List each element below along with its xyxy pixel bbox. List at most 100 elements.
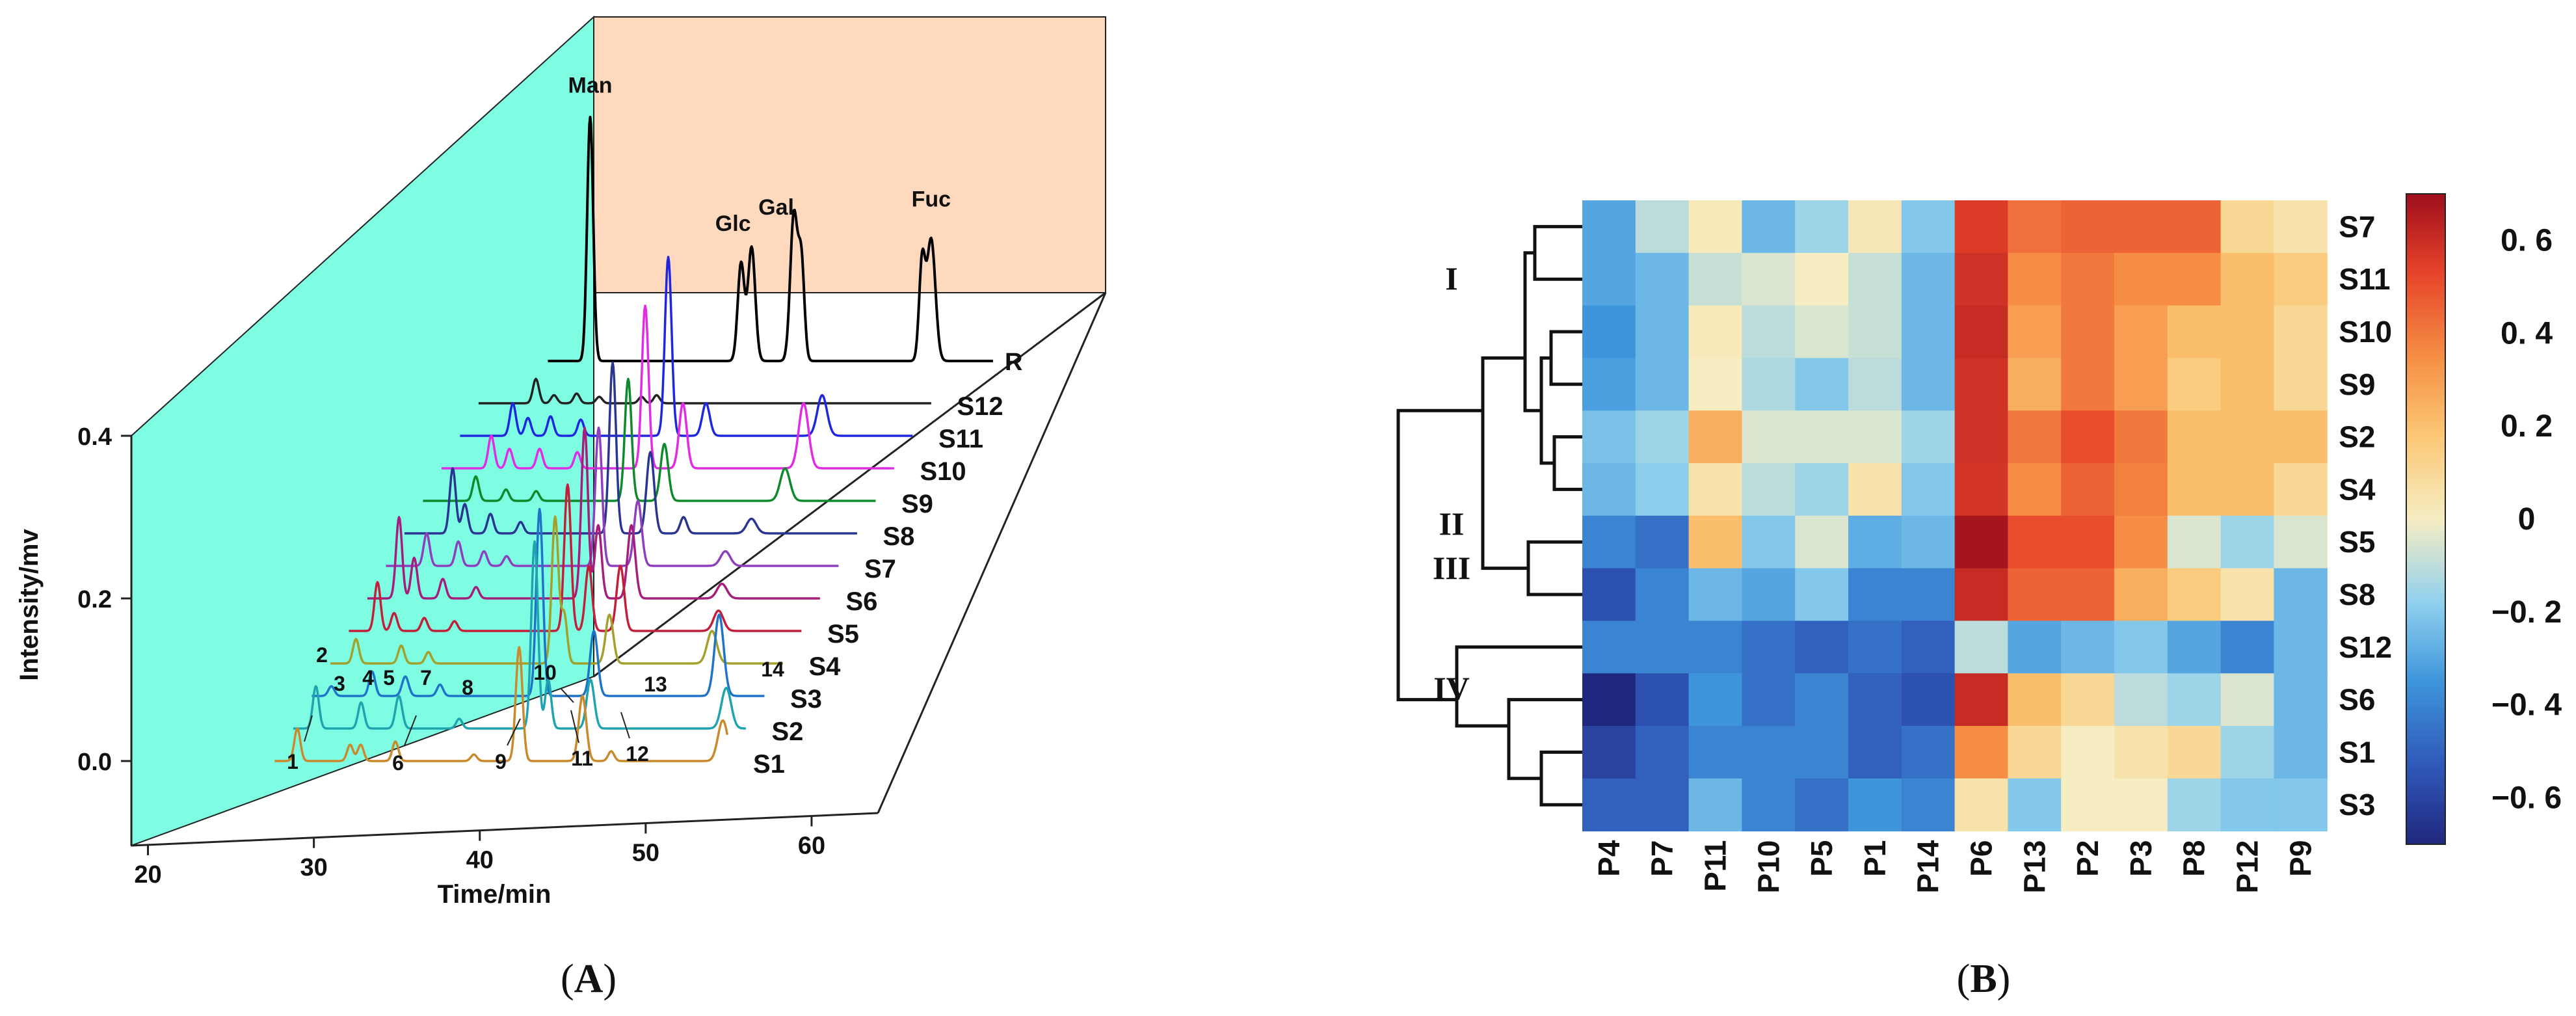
- colorbar: [2406, 193, 2446, 845]
- heatmap-cell: [1688, 778, 1742, 832]
- colorbar-tick-label: 0. 6: [2501, 223, 2553, 258]
- x-tick-label: 30: [300, 854, 327, 881]
- heatmap-cell: [2220, 463, 2274, 516]
- row-label: S10: [2339, 315, 2392, 349]
- heatmap-cell: [2167, 305, 2222, 358]
- heatmap-cell: [1688, 358, 1742, 411]
- heatmap-cell: [1848, 726, 1902, 779]
- heatmap-cell: [1954, 463, 2008, 516]
- heatmap-cell: [1742, 358, 1796, 411]
- heatmap-cell: [2008, 568, 2062, 621]
- column-label: P4: [1592, 840, 1626, 877]
- heatmap-cell: [2220, 621, 2274, 674]
- heatmap-cell: [2220, 568, 2274, 621]
- heatmap-cell: [1742, 726, 1796, 779]
- heatmap-cell: [1954, 778, 2008, 832]
- trace-S5: [348, 483, 802, 632]
- peak-number-label: 1: [287, 750, 299, 773]
- heatmap-cell: [1795, 305, 1849, 358]
- heatmap-cell: [2061, 358, 2115, 411]
- x-tick-label: 40: [466, 847, 494, 874]
- series-label-S4: S4: [809, 652, 842, 681]
- heatmap-cell: [1742, 410, 1796, 464]
- panel-a-chromatograms: 0.00.20.4 20 30 40 50 60 S1S2S3S4S5S6S7S8S9S…: [15, 15, 1107, 1001]
- dendrogram-branch: [1549, 330, 1582, 386]
- cluster-label: IV: [1433, 670, 1470, 706]
- series-label-S3: S3: [790, 685, 822, 714]
- heatmap-cell: [2061, 463, 2115, 516]
- heatmap-cell: [1954, 305, 2008, 358]
- row-label: S7: [2339, 209, 2375, 243]
- heatmap-cell: [2220, 358, 2274, 411]
- peak-number-label: 10: [533, 661, 557, 684]
- heatmap-cell: [1582, 463, 1636, 516]
- floor-edge-front: [131, 812, 879, 847]
- heatmap-cell: [1954, 726, 2008, 779]
- peak-number-label: 3: [334, 672, 345, 695]
- heatmap-cell: [2008, 515, 2062, 569]
- heatmap-cell: [1848, 410, 1902, 464]
- heatmap-cell: [1901, 200, 1956, 254]
- dendrogram-branch: [1455, 645, 1582, 728]
- heatmap-cell: [2008, 252, 2062, 306]
- heatmap-cell: [1688, 568, 1742, 621]
- heatmap-cell: [2220, 252, 2274, 306]
- y-tick-label: 0.2: [77, 586, 112, 613]
- heatmap-cell: [2220, 778, 2274, 832]
- series-label-S10: S10: [920, 457, 966, 486]
- series-label-S11: S11: [938, 425, 983, 453]
- heatmap-cell: [1901, 673, 1956, 727]
- row-label: S4: [2339, 472, 2376, 506]
- dendrogram: [1396, 224, 1582, 807]
- row-label: S12: [2339, 630, 2392, 664]
- trace-S1: [274, 646, 729, 762]
- row-label: S11: [2339, 262, 2390, 296]
- heatmap-cell: [2114, 621, 2168, 674]
- series-label-S7: S7: [864, 555, 896, 583]
- heatmap-cell: [2274, 778, 2328, 832]
- heatmap-cell: [1582, 410, 1636, 464]
- heatmap-cell: [1901, 463, 1956, 516]
- heatmap-cell: [2114, 726, 2168, 779]
- heatmap-cell: [2114, 515, 2168, 569]
- peak-number-label: 8: [462, 676, 473, 699]
- heatmap-cell: [1901, 358, 1956, 411]
- x-tick-label: 60: [798, 832, 825, 859]
- heatmap-cell: [1742, 621, 1796, 674]
- dendrogram-branch: [1552, 435, 1582, 491]
- series-label-R: R: [1005, 349, 1022, 376]
- heatmap-cell: [2008, 305, 2062, 358]
- heatmap-cell: [1688, 621, 1742, 674]
- heatmap-cell: [1742, 200, 1796, 254]
- peak-leader-line: [507, 718, 521, 746]
- trace-R: [547, 116, 994, 362]
- heatmap-cell: [1954, 515, 2008, 569]
- heatmap-cell: [1795, 621, 1849, 674]
- series-label-S6: S6: [846, 587, 878, 616]
- heatmap-cell: [1901, 515, 1956, 569]
- heatmap-cell: [2274, 305, 2328, 358]
- peak-leader-line: [560, 688, 574, 703]
- dendrogram-branch: [1539, 750, 1582, 807]
- heatmap-cell: [2274, 358, 2328, 411]
- heatmap-cell: [1954, 252, 2008, 306]
- heatmap-cell: [1795, 515, 1849, 569]
- series-label-S12: S12: [957, 392, 1003, 421]
- standard-peak-label: Man: [568, 74, 613, 98]
- row-labels: S7 S11 S10 S9 S2 S4 S5 S8 S12 S6 S1 S3: [2339, 209, 2392, 822]
- column-label: P6: [1965, 840, 1998, 877]
- peak-number-label: 5: [383, 666, 395, 689]
- heatmap-cell: [2167, 568, 2222, 621]
- row-label: S2: [2339, 420, 2375, 454]
- heatmap-cell: [1582, 673, 1636, 727]
- peak-leader-line: [620, 712, 630, 739]
- heatmap-cell: [2220, 200, 2274, 254]
- heatmap-cell: [1742, 673, 1796, 727]
- heatmap-cell: [2008, 410, 2062, 464]
- heatmap-cell: [1901, 305, 1956, 358]
- cluster-label: I: [1445, 260, 1457, 297]
- dendrogram-branch: [1507, 698, 1582, 781]
- heatmap-cell: [1848, 568, 1902, 621]
